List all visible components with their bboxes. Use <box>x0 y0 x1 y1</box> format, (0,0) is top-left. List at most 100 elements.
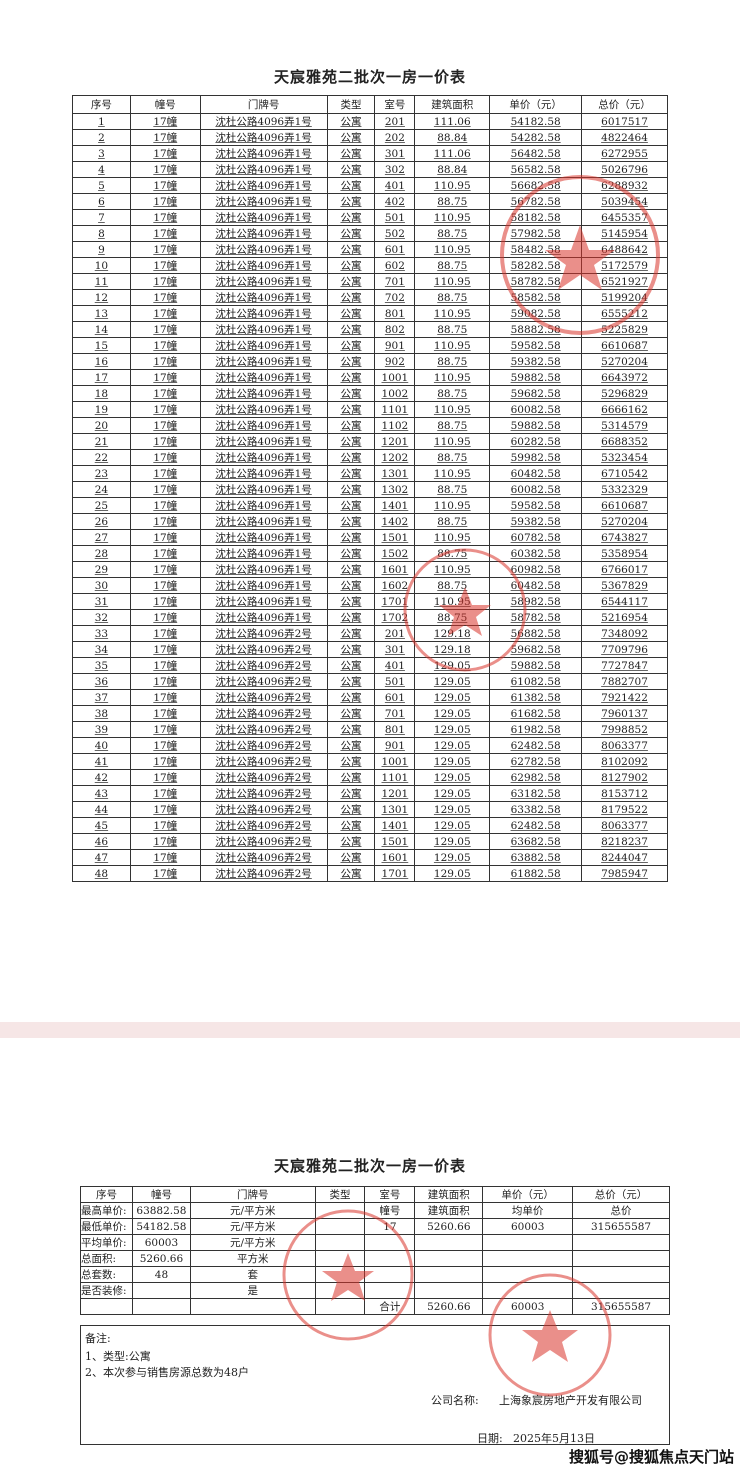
table-cell: 62482.58 <box>489 817 583 834</box>
table-cell: 59882.58 <box>489 657 583 674</box>
table-cell: 401 <box>374 177 416 194</box>
table-cell: 17幢 <box>129 385 201 402</box>
table-cell: 58982.58 <box>489 593 583 610</box>
table-row: 24 17幢 沈杜公路4096弄1号 公寓 1302 88.75 60082.58 53323… <box>72 481 668 498</box>
table-cell: 8244047 <box>581 849 668 866</box>
table-cell: 17幢 <box>129 497 201 514</box>
table-cell: 沈杜公路4096弄1号 <box>199 465 328 482</box>
table-row: 16 17幢 沈杜公路4096弄1号 公寓 902 88.75 59382.58 527020… <box>72 353 668 370</box>
table-cell: 沈杜公路4096弄1号 <box>199 129 328 146</box>
table-cell: 17幢 <box>129 273 201 290</box>
table-cell: 6555212 <box>581 305 668 322</box>
table-cell: 17幢 <box>129 689 201 706</box>
table-cell: 63882.58 <box>489 849 583 866</box>
table-cell: 41 <box>72 753 131 770</box>
table-cell: 57982.58 <box>489 225 583 242</box>
table-cell: 129.05 <box>414 753 491 770</box>
table-cell: 33 <box>72 625 131 642</box>
table-cell: 111.06 <box>414 113 491 130</box>
table-cell: 沈杜公路4096弄1号 <box>199 497 328 514</box>
column-header: 类型 <box>314 1186 366 1203</box>
table-cell: 301 <box>374 145 416 162</box>
table-cell: 1301 <box>374 465 416 482</box>
empty-cell <box>189 1298 316 1315</box>
table-row: 7 17幢 沈杜公路4096弄1号 公寓 501 110.95 58182.58 645535… <box>72 209 668 226</box>
note-2: 2、本次参与销售房源总数为48户 <box>85 1366 249 1379</box>
column-header: 单价（元） <box>482 1186 574 1203</box>
table-cell: 17幢 <box>129 369 201 386</box>
summary-value: 5260.66 <box>131 1250 191 1267</box>
column-header: 总价（元） <box>572 1186 670 1203</box>
table-cell: 公寓 <box>326 177 376 194</box>
table-cell: 17幢 <box>129 289 201 306</box>
table-cell: 6610687 <box>581 497 668 514</box>
table-cell: 17幢 <box>129 257 201 274</box>
table-cell: 沈杜公路4096弄2号 <box>199 705 328 722</box>
table-cell: 702 <box>374 289 416 306</box>
table-row: 23 17幢 沈杜公路4096弄1号 公寓 1301 110.95 60482.58 6710… <box>72 465 668 482</box>
table-cell: 公寓 <box>326 433 376 450</box>
table-cell: 沈杜公路4096弄1号 <box>199 113 328 130</box>
table-cell: 29 <box>72 561 131 578</box>
table-cell: 8179522 <box>581 801 668 818</box>
table-cell: 129.05 <box>414 801 491 818</box>
table-row: 25 17幢 沈杜公路4096弄1号 公寓 1401 110.95 59582.58 6610… <box>72 497 668 514</box>
column-header: 建筑面积 <box>414 1186 484 1203</box>
building-cell: 5260.66 <box>414 1218 484 1235</box>
table-cell: 1101 <box>374 769 416 786</box>
table-cell: 56882.58 <box>489 625 583 642</box>
table-cell: 129.18 <box>414 641 491 658</box>
table-cell: 60382.58 <box>489 545 583 562</box>
table-cell: 沈杜公路4096弄1号 <box>199 353 328 370</box>
table-cell: 58782.58 <box>489 273 583 290</box>
table-cell: 5296829 <box>581 385 668 402</box>
table-cell: 17幢 <box>129 721 201 738</box>
empty-cell <box>414 1250 484 1267</box>
table-cell: 7 <box>72 209 131 226</box>
table-cell: 1001 <box>374 753 416 770</box>
table-cell: 35 <box>72 657 131 674</box>
table-cell: 30 <box>72 577 131 594</box>
summary-unit: 平方米 <box>189 1250 316 1267</box>
table-cell: 110.95 <box>414 497 491 514</box>
table-row: 21 17幢 沈杜公路4096弄1号 公寓 1201 110.95 60282.58 6688… <box>72 433 668 450</box>
table-cell: 1302 <box>374 481 416 498</box>
table-cell: 27 <box>72 529 131 546</box>
table-cell: 17幢 <box>129 673 201 690</box>
table-cell: 15 <box>72 337 131 354</box>
table-cell: 6455357 <box>581 209 668 226</box>
table-cell: 沈杜公路4096弄1号 <box>199 273 328 290</box>
table-cell: 沈杜公路4096弄1号 <box>199 385 328 402</box>
total-cell: 5260.66 <box>414 1298 484 1315</box>
table-cell: 沈杜公路4096弄2号 <box>199 737 328 754</box>
table-cell: 5216954 <box>581 609 668 626</box>
table-cell: 56482.58 <box>489 145 583 162</box>
table-row: 15 17幢 沈杜公路4096弄1号 公寓 901 110.95 59582.58 66106… <box>72 337 668 354</box>
table-cell: 沈杜公路4096弄2号 <box>199 785 328 802</box>
table-row: 14 17幢 沈杜公路4096弄1号 公寓 802 88.75 58882.58 522582… <box>72 321 668 338</box>
table-cell: 1 <box>72 113 131 130</box>
total-cell: 60003 <box>482 1298 574 1315</box>
table-cell: 公寓 <box>326 801 376 818</box>
table-cell: 38 <box>72 705 131 722</box>
table-row: 22 17幢 沈杜公路4096弄1号 公寓 1202 88.75 59982.58 53234… <box>72 449 668 466</box>
table-cell: 1501 <box>374 833 416 850</box>
column-header: 总价（元） <box>581 95 668 114</box>
table-cell: 801 <box>374 721 416 738</box>
table-cell: 6688352 <box>581 433 668 450</box>
table-cell: 公寓 <box>326 593 376 610</box>
table-cell: 37 <box>72 689 131 706</box>
table-cell: 5323454 <box>581 449 668 466</box>
table-row: 2 17幢 沈杜公路4096弄1号 公寓 202 88.84 54282.58 4822464 <box>72 129 668 146</box>
summary-value: 48 <box>131 1266 191 1283</box>
table-cell: 701 <box>374 705 416 722</box>
table-cell: 17幢 <box>129 657 201 674</box>
summary-value: 63882.58 <box>131 1202 191 1219</box>
table-cell: 沈杜公路4096弄1号 <box>199 177 328 194</box>
table-cell: 129.05 <box>414 721 491 738</box>
table-cell: 沈杜公路4096弄1号 <box>199 161 328 178</box>
table-cell: 沈杜公路4096弄1号 <box>199 337 328 354</box>
table-cell: 58282.58 <box>489 257 583 274</box>
table-cell: 129.05 <box>414 769 491 786</box>
note-1: 1、类型:公寓 <box>85 1350 151 1363</box>
